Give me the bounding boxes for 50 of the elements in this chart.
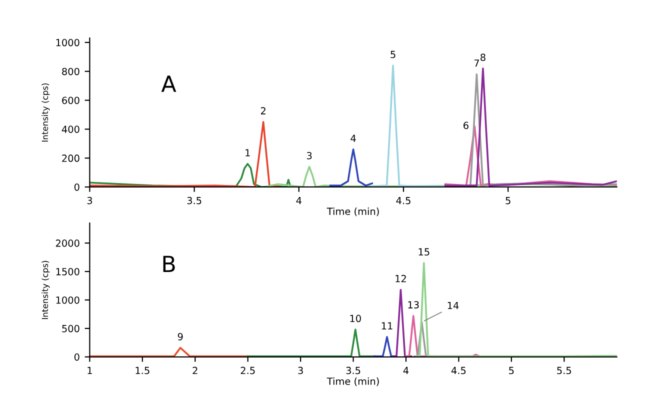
annotation: 15 <box>418 248 430 256</box>
annotation: 7 <box>474 60 479 67</box>
x-tick-label: 1.5 <box>136 366 150 374</box>
y-axis-title: Intensity (cps) <box>42 260 50 320</box>
x-tick-label: 4.5 <box>451 366 466 374</box>
annotation: 13 <box>408 301 419 308</box>
annotation: 1 <box>246 149 250 156</box>
x-tick-label: 4.5 <box>396 197 410 204</box>
y-tick-label: 1000 <box>56 38 80 46</box>
y-tick-label: 1000 <box>56 296 80 304</box>
x-tick-label: 4 <box>403 366 409 374</box>
line-series <box>90 121 279 187</box>
x-tick-label: 3 <box>87 196 92 204</box>
annotation: 8 <box>480 54 486 62</box>
x-tick-label: 3 <box>298 366 303 374</box>
y-tick-label: 0 <box>74 353 80 361</box>
line-series <box>371 64 446 187</box>
annotation: 12 <box>396 274 406 282</box>
x-tick-label: 5 <box>506 197 510 204</box>
y-tick-label: 2000 <box>56 240 80 247</box>
x-tick-label: 3.5 <box>187 196 202 204</box>
annotation: B <box>163 256 175 272</box>
x-tick-label: 2 <box>192 366 198 374</box>
annotation: 9 <box>178 333 183 340</box>
annotation: 3 <box>306 152 312 160</box>
x-tick-label: 2.5 <box>240 366 255 374</box>
x-tick-label: 5.5 <box>557 366 572 374</box>
line-series <box>329 148 374 186</box>
y-tick-label: 200 <box>62 154 80 162</box>
x-axis-title: Time (min) <box>326 377 379 386</box>
y-tick-label: 0 <box>74 183 80 191</box>
annotation: 14 <box>448 302 459 310</box>
x-tick-label: 4 <box>296 197 302 204</box>
annotation: 4 <box>350 134 356 142</box>
y-tick-label: 800 <box>62 68 80 76</box>
annotation: 6 <box>464 122 468 130</box>
x-tick-label: 3.5 <box>346 366 360 374</box>
y-tick-label: 500 <box>62 324 80 332</box>
annotation: 10 <box>350 314 361 322</box>
y-tick-label: 600 <box>62 96 80 104</box>
y-tick-label: 1500 <box>56 268 80 276</box>
x-tick-label: 1 <box>88 366 92 374</box>
x-axis-title: Time (min) <box>326 208 379 216</box>
annotation: 5 <box>390 50 396 58</box>
x-tick-label: 5 <box>509 366 514 374</box>
annotation: 2 <box>260 107 266 114</box>
y-axis-title: Intensity (cps) <box>42 83 50 142</box>
annotation: A <box>161 76 176 92</box>
annotation: 11 <box>382 322 392 330</box>
y-tick-label: 400 <box>62 126 80 134</box>
